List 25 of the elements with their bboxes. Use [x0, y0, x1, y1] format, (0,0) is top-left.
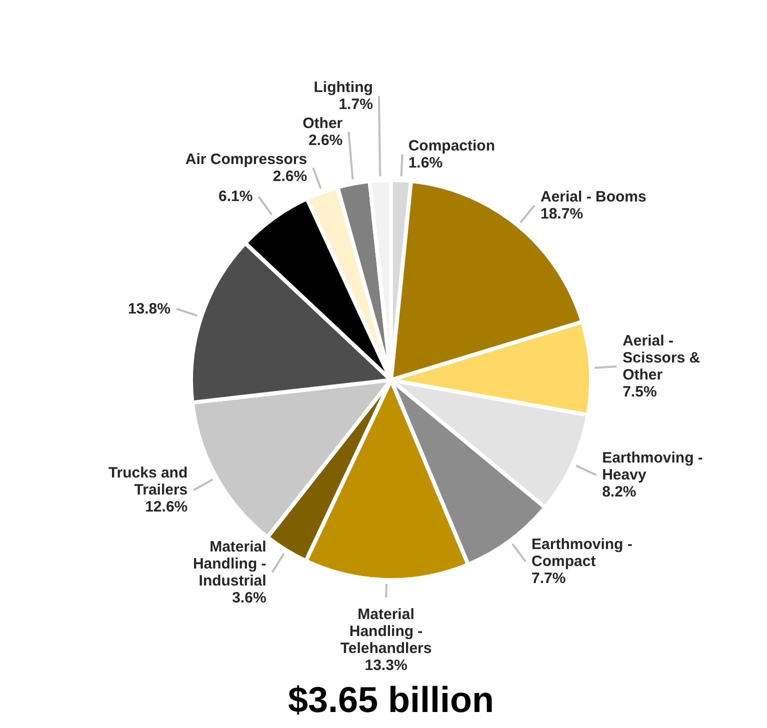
data-label: 2.6% [308, 132, 343, 149]
data-label: 18.7% [540, 205, 584, 222]
data-label: 3.6% [232, 589, 266, 606]
slice-label: Air Compressors [185, 150, 308, 168]
data-label: 13.8% [128, 300, 171, 318]
slice-label: Material Handling - Industrial [192, 538, 266, 590]
slice-label: Aerial - Booms [540, 188, 646, 206]
slice-label: Aerial - Scissors & Other [622, 332, 700, 384]
data-label: 1.7% [338, 96, 373, 113]
data-label: 2.6% [272, 168, 308, 185]
data-label: 8.2% [602, 483, 636, 500]
data-label: 7.5% [622, 384, 657, 401]
slice-label: Material Handling - Telehandlers [340, 606, 432, 657]
data-label: 7.7% [532, 570, 566, 588]
slice-label: Earthmoving - Heavy [602, 449, 703, 484]
slice-label: Lighting [314, 78, 373, 96]
data-label: 1.6% [408, 154, 443, 172]
slice-label: Other [302, 114, 343, 132]
text: $3.65 billion [288, 679, 494, 720]
data-label: 13.3% [364, 656, 408, 674]
slice-label: Compaction [408, 137, 496, 154]
slice-label: Earthmoving - Compact [532, 536, 632, 570]
data-label: 12.6% [145, 498, 188, 516]
slice-label: Trucks and Trailers [108, 464, 188, 499]
data-label: 6.1% [218, 188, 253, 206]
